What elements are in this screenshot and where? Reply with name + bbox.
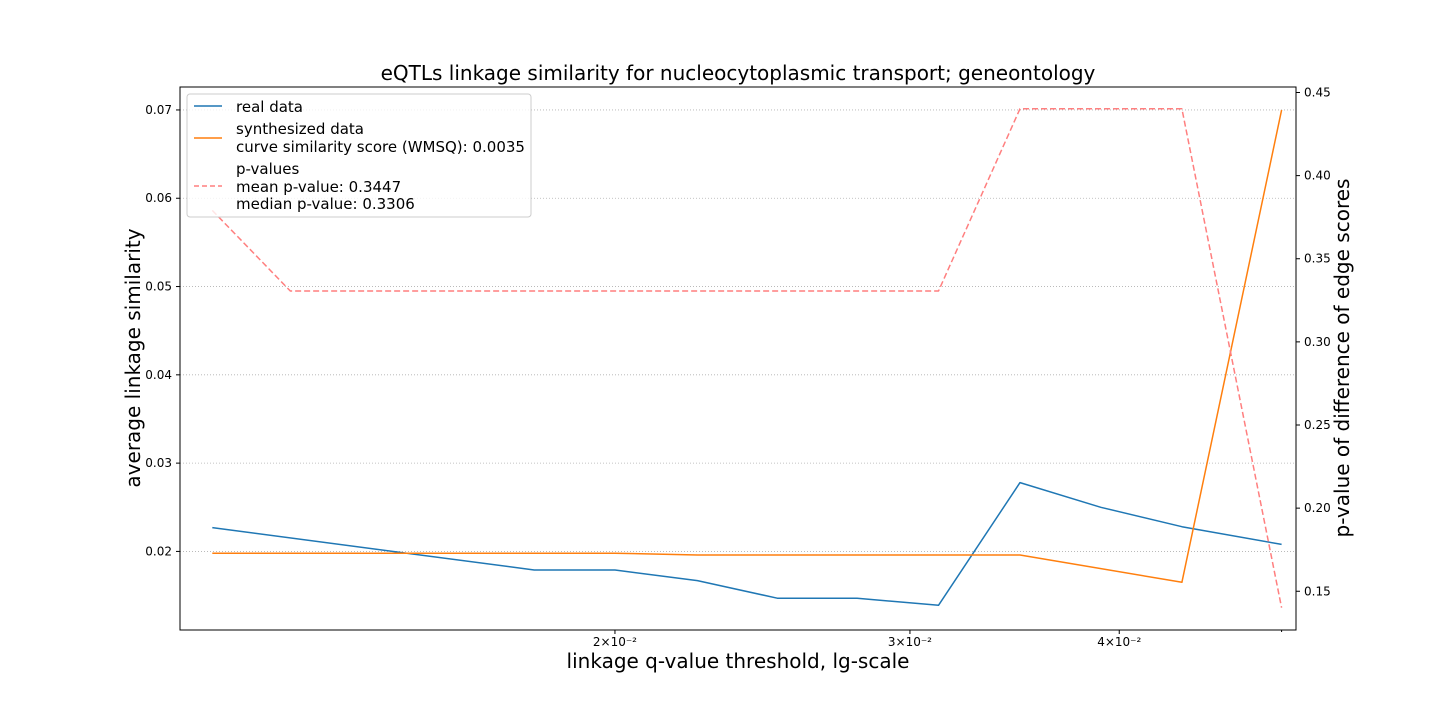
y-tick-label: 0.03 [145, 456, 172, 470]
y2-tick-label: 0.20 [1304, 501, 1331, 515]
plot-frame [179, 86, 1297, 631]
y2-tick-label: 0.35 [1304, 252, 1331, 266]
x-axis: 2×10⁻² 3×10⁻² 4×10⁻² [593, 630, 1283, 649]
y2-axis-title: p-value of difference of edge scores [1330, 179, 1354, 538]
y2-tick-label: 0.25 [1304, 418, 1331, 432]
y-tick-label: 0.02 [145, 544, 172, 558]
series-line-p-values [211, 108, 1283, 608]
x-tick-label: 4×10⁻² [1097, 635, 1141, 649]
legend-label-median-p-value: median p-value: 0.3306 [236, 195, 415, 213]
y-axis-left: 0.02 0.03 0.04 0.05 0.06 0.07 [145, 103, 180, 558]
y-tick-label: 0.05 [145, 280, 172, 294]
y-tick-label: 0.06 [145, 191, 172, 205]
legend-label-p-values: p-values [236, 160, 300, 178]
series-line-synthesized-data [212, 109, 1283, 584]
y-tick-label: 0.07 [145, 103, 172, 117]
y-axis-right: 0.15 0.20 0.25 0.30 0.35 0.40 0.45 [1296, 85, 1331, 598]
legend-label-real-data: real data [236, 98, 303, 116]
series-layer [211, 108, 1283, 608]
y-tick-label: 0.04 [145, 368, 172, 382]
x-axis-title: linkage q-value threshold, lg-scale [567, 649, 910, 673]
chart-title: eQTLs linkage similarity for nucleocytop… [381, 61, 1096, 85]
y2-tick-label: 0.45 [1304, 85, 1331, 99]
legend-label-synthesized-data: synthesized data [236, 120, 364, 138]
y2-tick-label: 0.40 [1304, 169, 1331, 183]
x-tick-label: 3×10⁻² [888, 635, 932, 649]
legend: real data synthesized data curve similar… [186, 93, 532, 218]
y2-tick-label: 0.15 [1304, 584, 1331, 598]
legend-box [186, 93, 532, 218]
series-line-real-data [212, 481, 1282, 607]
legend-label-mean-p-value: mean p-value: 0.3447 [236, 178, 401, 196]
x-tick-label: 2×10⁻² [593, 635, 637, 649]
legend-label-wmsq-score: curve similarity score (WMSQ): 0.0035 [236, 138, 525, 156]
y-axis-title: average linkage similarity [121, 228, 145, 487]
y2-tick-label: 0.30 [1304, 335, 1331, 349]
